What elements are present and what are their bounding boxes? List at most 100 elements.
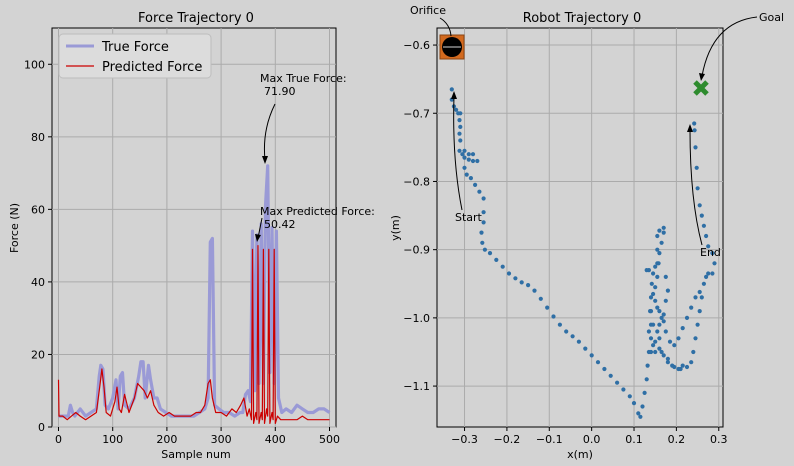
trajectory-point <box>659 315 664 320</box>
trajectory-point <box>481 196 486 201</box>
trajectory-point <box>615 380 620 385</box>
trajectory-point <box>680 326 685 331</box>
trajectory-point <box>513 276 518 281</box>
trajectory-point <box>684 364 690 370</box>
trajectory-point <box>653 349 658 355</box>
annotation-max-predicted-force-label: Max Predicted Force: <box>260 205 375 218</box>
legend-true-force-label: True Force <box>101 40 169 55</box>
trajectory-point <box>655 329 660 334</box>
force-grid <box>52 28 336 428</box>
trajectory-point <box>710 271 715 276</box>
trajectory-x-tick-label: 0.1 <box>625 433 643 446</box>
trajectory-point <box>697 309 702 314</box>
trajectory-point <box>595 360 601 365</box>
trajectory-point <box>651 322 656 327</box>
trajectory-point <box>657 322 662 327</box>
legend-predicted-force-label: Predicted Force <box>102 60 202 75</box>
force-ticks: 0 100 200 300 400 500 0 20 40 60 80 100 <box>24 58 340 446</box>
trajectory-point <box>692 121 697 126</box>
trajectory-point <box>479 230 484 235</box>
trajectory-point <box>701 281 707 286</box>
trajectory-y-tick-label: −1.1 <box>403 380 430 393</box>
trajectory-point <box>665 288 671 293</box>
trajectory-point <box>602 366 607 372</box>
trajectory-point <box>648 336 654 341</box>
trajectory-y-axis-label: y(m) <box>389 215 402 241</box>
trajectory-point <box>457 148 462 153</box>
trajectory-point <box>449 87 454 92</box>
force-y-tick-label: 60 <box>31 203 45 216</box>
predicted-force-line <box>57 245 330 424</box>
trajectory-point <box>551 314 556 319</box>
trajectory-point <box>699 213 704 218</box>
trajectory-point <box>473 182 478 187</box>
trajectory-point <box>712 261 717 266</box>
trajectory-point <box>697 289 702 295</box>
force-trajectory-chart: 0 100 200 300 400 500 0 20 40 60 80 100 Force Traje… <box>8 11 375 461</box>
trajectory-point <box>663 298 668 303</box>
trajectory-point <box>638 414 643 419</box>
trajectory-point <box>693 295 698 300</box>
trajectory-point <box>462 148 467 153</box>
trajectory-point <box>458 111 463 116</box>
trajectory-point <box>648 295 654 300</box>
trajectory-point <box>457 131 462 136</box>
trajectory-point <box>706 271 711 276</box>
trajectory-point <box>693 336 698 341</box>
end-label: End <box>700 246 721 259</box>
trajectory-point <box>631 401 637 406</box>
annotation-max-predicted-force-value: 50.42 <box>264 218 296 231</box>
trajectory-point <box>694 165 699 170</box>
force-chart-title: Force Trajectory 0 <box>138 11 254 26</box>
trajectory-point <box>557 322 563 327</box>
trajectory-point <box>663 329 668 334</box>
trajectory-x-tick-label: −0.3 <box>451 433 478 446</box>
trajectory-point <box>691 349 696 355</box>
trajectory-point <box>689 360 694 365</box>
annotation-max-predicted-force-arrowhead <box>255 234 261 242</box>
trajectory-point <box>460 152 465 157</box>
trajectory-point <box>710 251 715 256</box>
trajectory-x-tick-label: 0.0 <box>583 433 601 446</box>
trajectory-point <box>680 363 685 368</box>
trajectory-point <box>663 274 668 279</box>
orifice-label: Orifice <box>410 4 446 17</box>
trajectory-point <box>655 305 660 310</box>
trajectory-y-tick-label: −1.0 <box>403 312 430 325</box>
trajectory-point <box>667 339 673 344</box>
force-y-axis-label: Force (N) <box>8 203 21 253</box>
goal-arrow <box>701 16 758 77</box>
trajectory-y-tick-label: −0.7 <box>403 107 430 120</box>
annotation-max-true-force-label: Max True Force: <box>260 72 347 85</box>
annotation-max-true-force-arrow <box>264 103 276 161</box>
orifice-arrow <box>439 17 452 37</box>
trajectory-chart-title: Robot Trajectory 0 <box>523 11 641 26</box>
trajectory-points <box>449 87 717 419</box>
annotation-max-predicted-force: Max Predicted Force: 50.42 <box>255 205 375 242</box>
force-y-tick-label: 40 <box>31 276 45 289</box>
trajectory-point <box>659 240 664 245</box>
goal-arrowhead <box>699 73 705 81</box>
force-x-tick-label: 100 <box>102 433 123 446</box>
trajectory-point <box>475 158 480 164</box>
trajectory-grid <box>437 28 723 427</box>
trajectory-point <box>651 271 656 276</box>
trajectory-point <box>481 220 486 225</box>
trajectory-point <box>466 157 471 162</box>
trajectory-point <box>457 118 462 123</box>
trajectory-point <box>487 251 493 256</box>
annotation-max-true-force: Max True Force: 71.90 <box>260 72 347 164</box>
trajectory-point <box>657 228 662 233</box>
trajectory-point <box>454 107 459 112</box>
trajectory-point <box>695 186 700 191</box>
trajectory-point <box>462 165 467 170</box>
trajectory-x-axis-label: x(m) <box>567 448 593 461</box>
trajectory-point <box>646 329 652 334</box>
trajectory-point <box>583 346 588 351</box>
trajectory-point <box>480 240 485 245</box>
trajectory-point <box>697 203 702 208</box>
annotation-max-true-force-arrowhead <box>262 156 268 164</box>
trajectory-point <box>676 336 681 341</box>
trajectory-point <box>695 322 700 327</box>
trajectory-point <box>482 247 487 252</box>
